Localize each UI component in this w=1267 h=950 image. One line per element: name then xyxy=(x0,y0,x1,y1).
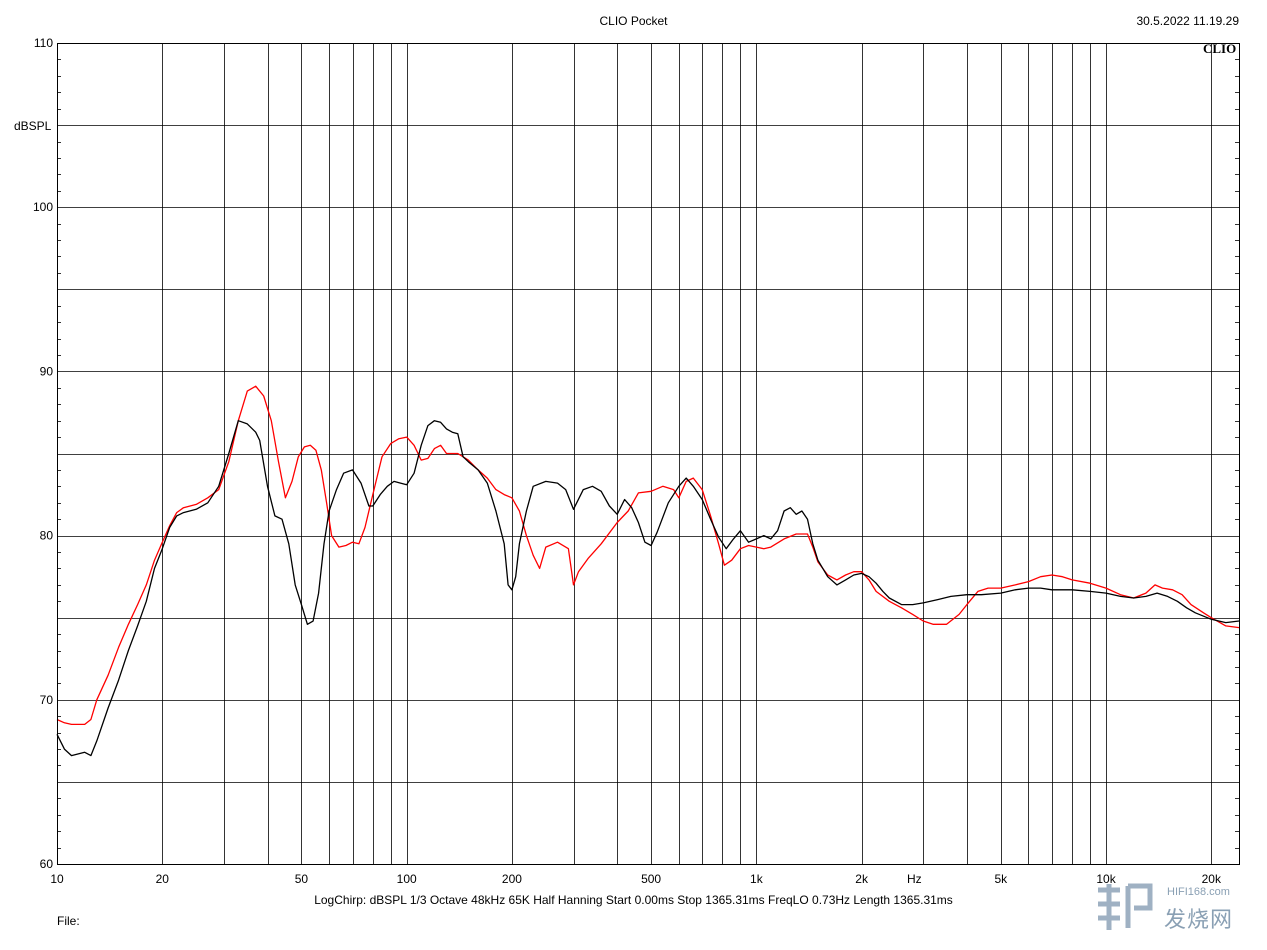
y-axis-label: dBSPL xyxy=(14,119,52,133)
series-line-black xyxy=(56,420,1240,757)
tick-labels: 60 70 80 90 100 110 10 20 50 100 200 500 1k 2k 5k 10k 20… xyxy=(33,36,1222,886)
y-tick-label: 90 xyxy=(40,364,54,378)
y-tick-label: 110 xyxy=(34,36,53,50)
x-tick-label: 20k xyxy=(1202,872,1222,886)
x-tick-label: 1k xyxy=(750,872,764,886)
x-tick-label: 5k xyxy=(994,872,1008,886)
plot-frame xyxy=(57,43,1240,865)
y-tick-label: 80 xyxy=(40,529,54,543)
timestamp: 30.5.2022 11.19.29 xyxy=(1136,14,1239,28)
y-tick-label: 70 xyxy=(40,693,54,707)
series-layer xyxy=(56,385,1240,757)
watermark-logo-icon xyxy=(1098,883,1153,930)
x-tick-label: 2k xyxy=(855,872,869,886)
measurement-parameters: LogChirp: dBSPL 1/3 Octave 48kHz 65K Hal… xyxy=(314,893,953,907)
x-tick-label: 200 xyxy=(502,872,522,886)
y-tick-label: 60 xyxy=(40,857,54,871)
watermark-url: HIFI168.com xyxy=(1167,886,1230,898)
x-tick-label: 50 xyxy=(295,872,309,886)
grid xyxy=(57,43,1239,865)
watermark: HIFI168.com 发烧网 xyxy=(1090,878,1260,938)
y-tick-label: 100 xyxy=(33,200,53,214)
series-line-red xyxy=(56,385,1240,726)
x-tick-label: 100 xyxy=(397,872,417,886)
x-tick-label: 10 xyxy=(50,872,64,886)
x-tick-label: 20 xyxy=(156,872,170,886)
watermark-text: 发烧网 xyxy=(1164,907,1234,932)
file-label: File: xyxy=(57,914,80,928)
x-tick-label: 10k xyxy=(1096,872,1116,886)
x-axis-label: Hz xyxy=(907,872,922,886)
chart-title: CLIO Pocket xyxy=(599,14,668,28)
x-tick-label: 500 xyxy=(641,872,661,886)
